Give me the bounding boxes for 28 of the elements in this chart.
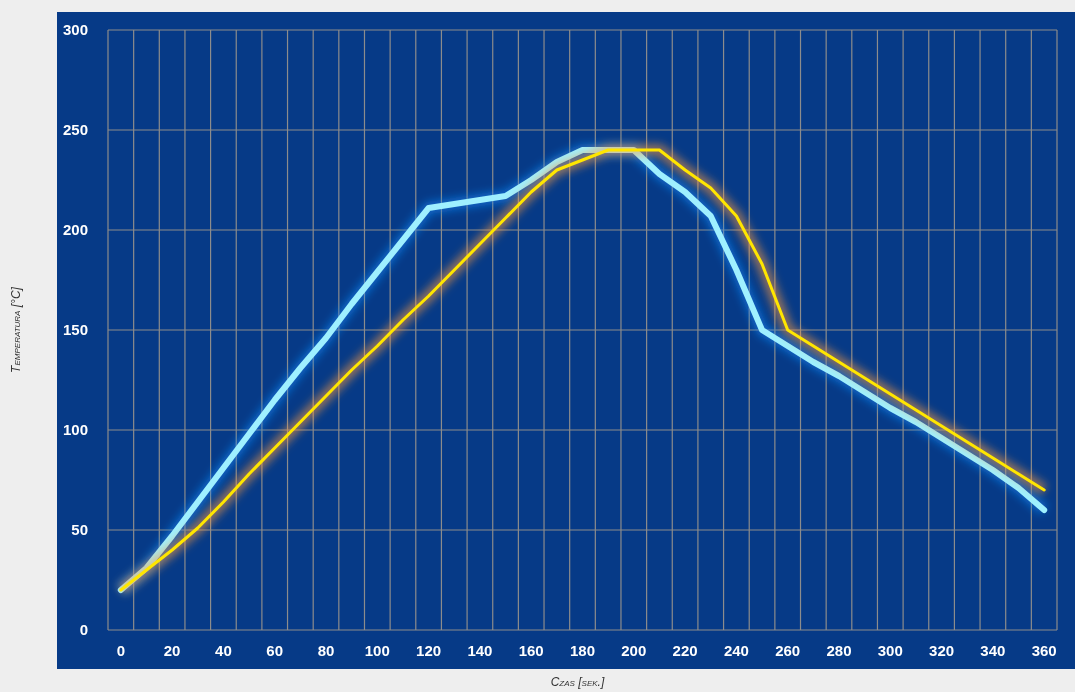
x-tick-label: 120 [416,642,442,659]
x-tick-label: 320 [929,642,955,659]
x-tick-label: 220 [672,642,698,659]
x-tick-label: 160 [518,642,544,659]
y-tick-label: 150 [62,321,88,339]
x-tick-label: 300 [877,642,903,659]
x-tick-label: 240 [723,642,749,659]
x-tick-label: 100 [364,642,390,659]
y-axis-title: Temperatura [°C] [9,286,23,373]
x-tick-label: 260 [775,642,801,659]
x-tick-label: 20 [163,642,181,659]
x-tick-label: 40 [215,642,232,659]
x-tick-label: 80 [317,642,335,659]
y-tick-label: 0 [79,621,88,639]
y-tick-label: 50 [71,521,88,539]
x-axis-title: Czas [sek.] [550,675,605,689]
y-tick-label: 100 [62,421,88,439]
y-tick-label: 200 [62,221,88,239]
x-tick-label: 340 [980,642,1006,659]
x-tick-label: 140 [467,642,493,659]
x-tick-label: 0 [116,642,125,659]
x-tick-label: 280 [826,642,852,659]
x-tick-label: 200 [621,642,647,659]
x-tick-label: 180 [569,642,596,659]
y-tick-label: 300 [62,21,88,39]
x-tick-label: 360 [1031,642,1057,659]
y-tick-label: 250 [62,121,88,139]
x-tick-label: 60 [266,642,284,659]
